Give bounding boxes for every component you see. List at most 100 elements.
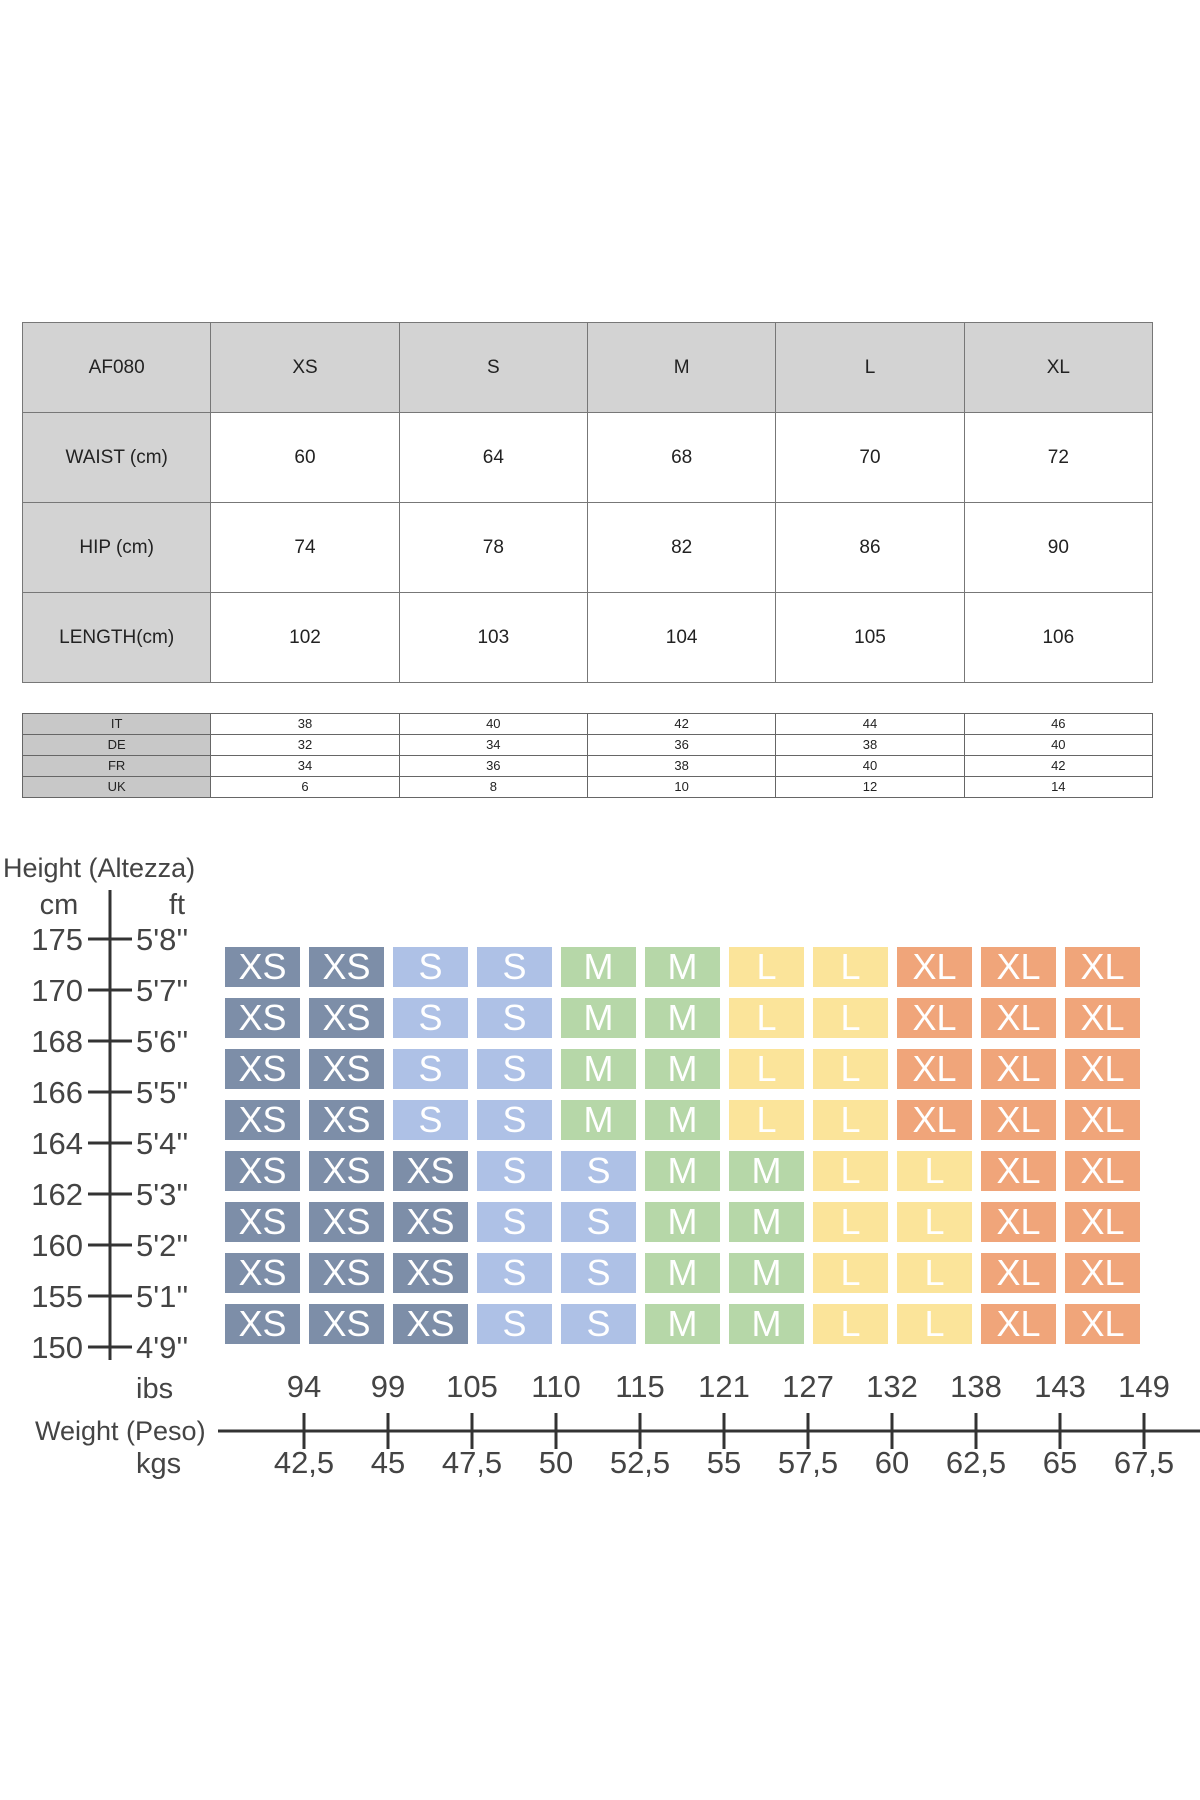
weight-lbs-label: 138	[950, 1369, 1002, 1404]
size-cell-label: XL	[996, 946, 1040, 987]
size-cell-label: S	[502, 946, 526, 987]
size-cell	[1065, 998, 1140, 1038]
size-cell	[309, 998, 384, 1038]
height-cm-label: 166	[31, 1075, 83, 1110]
size-cell	[1065, 1151, 1140, 1191]
size-cell	[393, 1100, 468, 1140]
size-cell	[393, 1304, 468, 1344]
size-cell	[561, 1304, 636, 1344]
size-cell	[1065, 1253, 1140, 1293]
size-cell-label: XS	[322, 1048, 370, 1089]
weight-kgs-label: 52,5	[610, 1445, 670, 1480]
size-cell	[561, 1151, 636, 1191]
weight-kgs-label: 57,5	[778, 1445, 838, 1480]
size-cell	[225, 1253, 300, 1293]
size-cell	[729, 1202, 804, 1242]
size-cell-label: M	[584, 997, 614, 1038]
weight-kgs-label: 67,5	[1114, 1445, 1174, 1480]
table-cell: 46	[963, 713, 1154, 735]
size-cell-label: XL	[996, 1048, 1040, 1089]
weight-lbs-label: 127	[782, 1369, 834, 1404]
size-conversion-table: IT 38 40 42 44 46 DE 32 34 36 38 40 FR 3…	[21, 713, 1154, 798]
table-cell: 34	[210, 755, 400, 777]
size-cell	[813, 1253, 888, 1293]
size-cell-label: M	[752, 1150, 782, 1191]
size-cell	[477, 1304, 552, 1344]
size-cell-label: M	[668, 1048, 698, 1089]
height-ft-label: 5'5''	[136, 1075, 188, 1110]
size-cell-label: XL	[912, 997, 956, 1038]
size-cell-label: M	[584, 946, 614, 987]
y-axis-title: Height (Altezza)	[3, 853, 195, 883]
table-cell: 36	[586, 734, 777, 756]
table-cell: 38	[775, 734, 965, 756]
table-cell: 60	[210, 412, 400, 503]
size-cell	[225, 1304, 300, 1344]
size-cell	[645, 1253, 720, 1293]
size-cell-label: S	[502, 1150, 526, 1191]
weight-lbs-label: 121	[698, 1369, 750, 1404]
size-cell	[225, 1151, 300, 1191]
size-cell	[645, 1151, 720, 1191]
x-axis-title: Weight (Peso)	[35, 1416, 206, 1446]
table-cell: 42	[586, 713, 777, 735]
size-cell-label: L	[756, 1048, 776, 1089]
size-cell-label: M	[584, 1048, 614, 1089]
size-cell-label: S	[502, 997, 526, 1038]
size-cell	[225, 1049, 300, 1089]
size-cell	[561, 1100, 636, 1140]
table-cell: 8	[398, 776, 588, 798]
size-cell	[477, 1253, 552, 1293]
size-cell	[981, 1049, 1056, 1089]
size-cell-label: L	[840, 1150, 860, 1191]
size-cell-label: XS	[238, 1099, 286, 1140]
size-cell	[393, 1151, 468, 1191]
size-cell	[897, 1100, 972, 1140]
size-cell	[561, 998, 636, 1038]
size-cell	[981, 1202, 1056, 1242]
size-cell	[477, 998, 552, 1038]
table-cell: 102	[210, 592, 400, 683]
height-weight-size-chart: Height (Altezza) cm ft 175 5'8'' 170 5'7'' 168 5…	[3, 853, 1200, 1480]
size-cell-label: XS	[238, 946, 286, 987]
size-cell-label: XS	[406, 1303, 454, 1344]
size-cell-label: L	[840, 1303, 860, 1344]
table-cell: 86	[775, 502, 965, 593]
row-label: HIP (cm)	[21, 502, 212, 593]
size-cell	[813, 1100, 888, 1140]
x-unit-kgs: kgs	[136, 1448, 181, 1480]
table-row: UK 6 8 10 12 14	[21, 776, 1154, 798]
size-cell	[813, 947, 888, 987]
size-cell	[309, 1151, 384, 1191]
size-cell	[813, 998, 888, 1038]
height-ft-label: 5'3''	[136, 1177, 188, 1212]
size-cell	[477, 1100, 552, 1140]
size-cell	[645, 1049, 720, 1089]
size-cell	[981, 947, 1056, 987]
height-cm-label: 160	[31, 1228, 83, 1263]
height-cm-label: 155	[31, 1279, 83, 1314]
size-cell-label: XL	[1080, 1303, 1124, 1344]
size-cell-label: M	[668, 1252, 698, 1293]
table-header-row: AF080 XS S M L XL	[21, 322, 1154, 413]
y-unit-cm: cm	[40, 889, 79, 921]
size-cell-label: XL	[996, 1201, 1040, 1242]
size-cell-label: XL	[996, 1099, 1040, 1140]
size-cell	[309, 1100, 384, 1140]
size-cell	[477, 1202, 552, 1242]
table-row: DE 32 34 36 38 40	[21, 734, 1154, 756]
size-cell-label: XL	[996, 1303, 1040, 1344]
size-cell	[1065, 1304, 1140, 1344]
header-cell: XS	[210, 322, 400, 413]
size-cell-label: S	[418, 946, 442, 987]
size-cell	[225, 947, 300, 987]
row-label: FR	[21, 755, 212, 777]
y-unit-ft: ft	[169, 889, 185, 921]
size-cell-label: XL	[912, 946, 956, 987]
size-cell-label: S	[502, 1201, 526, 1242]
size-cell	[645, 1304, 720, 1344]
size-cell	[309, 1049, 384, 1089]
size-cell-label: XL	[1080, 1048, 1124, 1089]
size-cell	[393, 1049, 468, 1089]
size-cell	[981, 1253, 1056, 1293]
